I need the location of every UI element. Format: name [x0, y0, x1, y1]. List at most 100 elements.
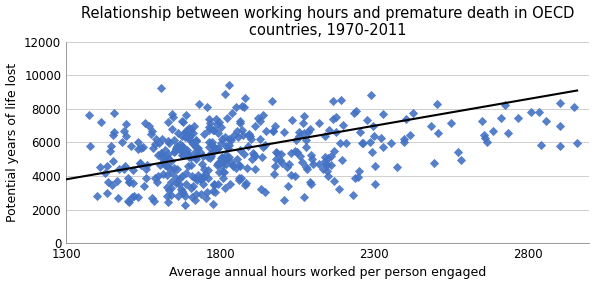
Point: [113, 196, 123, 200]
Point: [221, 152, 230, 157]
Point: [172, 144, 181, 149]
Point: [447, 121, 456, 125]
Point: [180, 146, 189, 150]
Point: [162, 172, 172, 177]
Point: [378, 111, 388, 116]
Point: [195, 150, 205, 154]
Point: [171, 146, 180, 151]
Point: [96, 120, 105, 125]
Point: [255, 137, 264, 142]
Point: [318, 167, 328, 171]
Point: [302, 166, 312, 171]
Point: [196, 177, 205, 181]
Point: [341, 141, 350, 146]
Point: [572, 141, 582, 145]
Point: [177, 144, 186, 149]
Point: [169, 138, 178, 142]
Point: [170, 166, 179, 170]
Point: [268, 129, 278, 134]
Point: [208, 202, 218, 207]
Point: [348, 193, 358, 198]
Point: [187, 174, 197, 179]
Point: [213, 181, 223, 186]
Point: [250, 154, 259, 158]
Point: [368, 123, 378, 128]
Point: [392, 164, 402, 169]
Point: [322, 162, 332, 167]
Point: [180, 135, 190, 139]
Point: [205, 156, 214, 160]
Point: [222, 115, 231, 120]
Point: [203, 176, 213, 180]
Point: [298, 160, 307, 165]
Point: [286, 151, 296, 156]
Point: [178, 119, 188, 124]
Point: [171, 146, 180, 151]
Point: [339, 122, 348, 127]
Point: [124, 180, 134, 185]
Point: [183, 148, 192, 153]
Point: [326, 154, 336, 158]
Point: [120, 164, 130, 169]
Point: [85, 143, 95, 148]
Point: [175, 142, 184, 146]
Point: [189, 184, 198, 188]
Point: [337, 97, 346, 102]
Point: [108, 158, 117, 163]
Point: [177, 134, 187, 138]
Point: [320, 133, 330, 138]
Point: [167, 127, 176, 132]
Point: [324, 128, 334, 132]
Point: [220, 186, 230, 190]
Point: [220, 92, 230, 97]
Point: [228, 163, 238, 168]
Point: [163, 120, 173, 124]
Point: [370, 182, 380, 187]
Point: [255, 118, 265, 123]
Point: [378, 144, 387, 149]
Point: [181, 171, 191, 176]
Point: [250, 124, 259, 128]
Point: [226, 182, 235, 186]
Point: [167, 111, 177, 116]
Point: [350, 176, 360, 180]
Point: [140, 121, 149, 125]
Point: [306, 182, 316, 186]
Point: [173, 193, 182, 198]
Point: [164, 139, 173, 143]
Point: [367, 93, 376, 98]
Point: [203, 144, 213, 149]
Point: [328, 99, 338, 103]
Point: [295, 129, 304, 134]
Point: [209, 144, 218, 148]
Point: [239, 152, 249, 156]
Point: [121, 122, 131, 126]
Point: [109, 130, 119, 135]
Point: [290, 174, 299, 178]
Point: [432, 102, 441, 107]
Point: [292, 149, 302, 154]
Point: [138, 144, 148, 149]
Point: [208, 144, 217, 148]
Point: [376, 136, 386, 141]
Point: [184, 125, 194, 130]
Point: [302, 145, 311, 149]
Point: [201, 172, 210, 177]
Point: [182, 152, 192, 157]
Point: [205, 139, 214, 144]
Point: [277, 151, 286, 156]
Point: [108, 133, 118, 137]
Point: [284, 162, 294, 166]
Point: [298, 121, 308, 125]
Point: [227, 111, 237, 116]
Point: [151, 175, 160, 180]
Point: [153, 174, 162, 178]
Point: [305, 127, 314, 132]
Point: [306, 152, 316, 157]
Point: [303, 130, 312, 134]
Point: [227, 160, 236, 164]
Point: [294, 134, 303, 138]
Point: [488, 129, 498, 133]
Point: [275, 158, 285, 162]
Point: [162, 163, 171, 168]
